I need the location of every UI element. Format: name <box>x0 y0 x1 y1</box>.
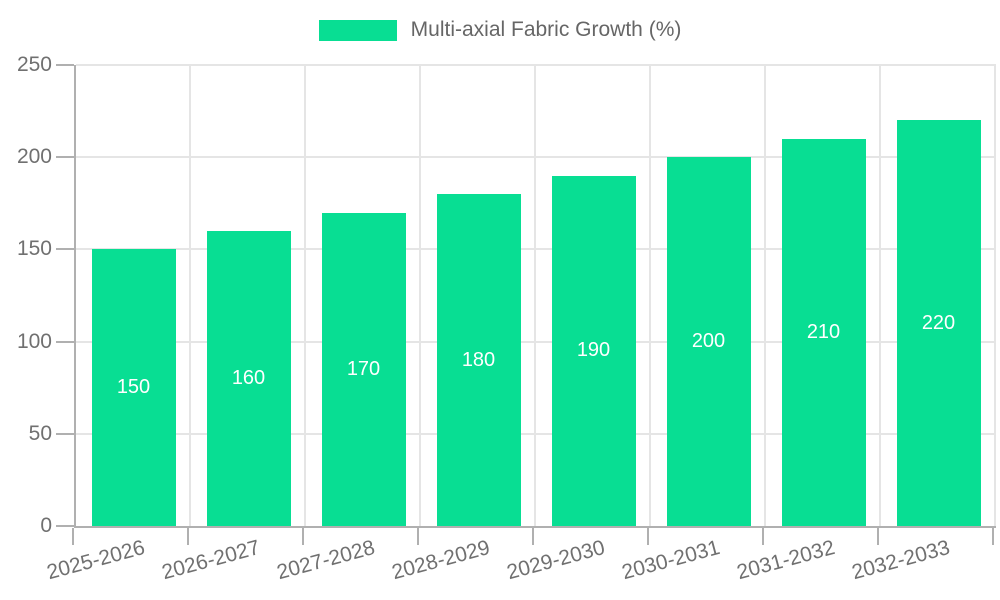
gridline-horizontal <box>76 248 996 251</box>
bar[interactable]: 190 <box>551 175 636 526</box>
y-axis-tick <box>56 248 74 251</box>
bar-value-label: 150 <box>116 376 151 399</box>
x-axis-tick <box>877 528 879 545</box>
x-axis-tick <box>532 528 534 545</box>
bar-value-label: 200 <box>691 330 726 353</box>
legend-swatch-icon <box>318 19 397 41</box>
x-category-label: 2031-2032 <box>734 536 838 585</box>
y-axis-tick <box>56 156 74 159</box>
gridline-vertical <box>419 65 421 526</box>
bar[interactable]: 150 <box>91 249 176 526</box>
x-category-label: 2030-2031 <box>619 536 723 585</box>
bar[interactable]: 220 <box>896 120 981 526</box>
gridline-vertical <box>994 65 996 526</box>
y-axis-tick-label: 200 <box>16 145 52 169</box>
bar[interactable]: 210 <box>781 138 866 526</box>
bar-value-label: 190 <box>576 339 611 362</box>
bar-value-label: 170 <box>346 357 381 380</box>
gridline-horizontal <box>76 432 996 435</box>
y-axis-tick <box>56 432 74 435</box>
x-axis-tick <box>762 528 764 545</box>
bar-value-label: 210 <box>806 320 841 343</box>
x-category-label: 2028-2029 <box>389 536 493 585</box>
x-category-label: 2027-2028 <box>274 536 378 585</box>
y-axis-tick <box>56 340 74 343</box>
x-axis-tick <box>647 528 649 545</box>
x-axis-tick <box>992 528 994 545</box>
x-axis-tick <box>72 528 74 545</box>
x-category-label: 2026-2027 <box>159 536 263 585</box>
gridline-vertical <box>534 65 536 526</box>
y-axis-tick <box>56 525 74 527</box>
x-category-label: 2025-2026 <box>44 536 148 585</box>
gridline-vertical <box>649 65 651 526</box>
gridline-horizontal <box>76 64 996 66</box>
x-category-label: 2032-2033 <box>849 536 953 585</box>
y-axis-tick <box>56 64 74 66</box>
bar-value-label: 220 <box>921 311 956 334</box>
gridline-horizontal <box>76 340 996 343</box>
gridline-vertical <box>764 65 766 526</box>
plot-area: 150 160 170 180 190 200 210 220 <box>74 64 996 528</box>
x-axis-tick <box>302 528 304 545</box>
gridline-horizontal <box>76 156 996 159</box>
y-axis-tick-label: 50 <box>28 421 52 445</box>
gridline-vertical <box>189 65 191 526</box>
gridline-vertical <box>879 65 881 526</box>
y-axis-tick-label: 100 <box>16 329 52 353</box>
y-axis-tick-label: 150 <box>16 237 52 261</box>
bar[interactable]: 180 <box>436 194 521 526</box>
bar-value-label: 180 <box>461 348 496 371</box>
chart-legend[interactable]: Multi-axial Fabric Growth (%) <box>0 18 1000 42</box>
y-axis-tick-label: 250 <box>16 53 52 76</box>
x-axis-tick <box>417 528 419 545</box>
gridline-vertical <box>304 65 306 526</box>
x-category-label: 2029-2030 <box>504 536 608 585</box>
bar[interactable]: 170 <box>321 212 406 526</box>
x-axis-tick <box>187 528 189 545</box>
bar-value-label: 160 <box>231 366 266 389</box>
y-axis-tick-label: 0 <box>40 514 52 537</box>
bar[interactable]: 200 <box>666 157 751 526</box>
bar[interactable]: 160 <box>206 230 291 526</box>
legend-label: Multi-axial Fabric Growth (%) <box>410 18 682 41</box>
